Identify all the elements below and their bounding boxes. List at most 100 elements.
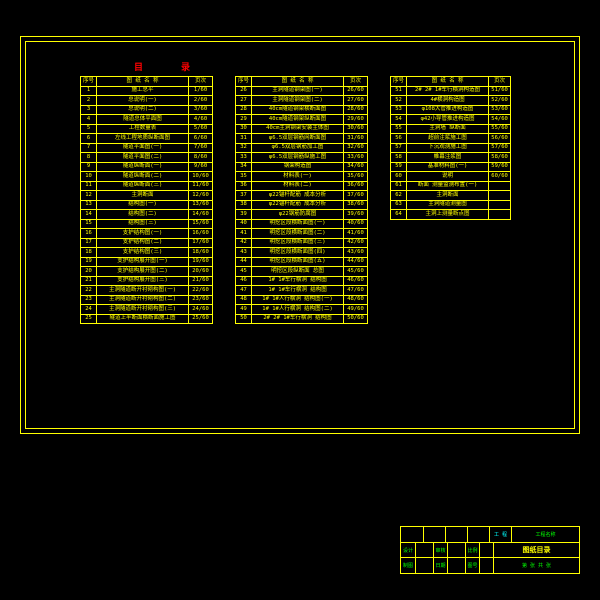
cell-name: 主洞隧道断开衬砌构图(三) [97,305,189,315]
table-row: 63主洞隧道测量图 [391,200,511,210]
cell-name: 总说明(一) [97,96,189,106]
titleblock-cell [401,527,423,542]
hdr-name: 图 纸 名 称 [97,77,189,87]
table-row: 461# 1#车行横洞 结构图46/60 [236,276,368,286]
cell-page: 20/60 [189,267,213,277]
titleblock-cell [479,558,493,573]
cell-page: 36/60 [344,181,368,191]
cell-name: 隧道平面图(二) [97,153,189,163]
cell-page: 33/60 [344,153,368,163]
titleblock-cell [479,543,493,558]
cell-idx: 23 [81,295,97,305]
cell-idx: 30 [236,124,252,134]
titleblock-cell [447,558,465,573]
cell-page [489,200,511,210]
table-row: 17支护结构图(二)17/60 [81,238,213,248]
cell-page: 39/60 [344,210,368,220]
cell-idx: 49 [236,305,252,315]
cell-page: 46/60 [344,276,368,286]
table-row: 38φ22锚杆配筋 成本分析38/60 [236,200,368,210]
cell-name: φ108大管推进构造图 [407,105,489,115]
cell-page: 18/60 [189,248,213,258]
cell-page: 37/60 [344,191,368,201]
cell-idx: 43 [236,248,252,258]
cell-name: φ22钢筋防腐图 [252,210,344,220]
table-row: 37φ22锚杆配筋 成本分析37/60 [236,191,368,201]
table-1: 序号 图 纸 名 称 页次 1施工总平1/602总说明(一)2/603总说明(二… [80,76,213,324]
table-row: 471# 1#车行横洞 结构图47/60 [236,286,368,296]
cell-page: 55/60 [489,124,511,134]
cell-name: 主洞隧道钢架图(一) [252,86,344,96]
cell-idx: 52 [391,96,407,106]
table-row: 60说明60/60 [391,172,511,182]
cell-name: φ22锚杆配筋 成本分析 [252,200,344,210]
cell-name: 说明 [407,172,489,182]
table-row: 27主洞隧道钢架图(二)27/60 [236,96,368,106]
cell-page: 9/60 [189,162,213,172]
table-row: 2840cm隧道钢架横断面图28/60 [236,105,368,115]
cell-page: 28/60 [344,105,368,115]
table-2: 序号 图 纸 名 称 页次 26主洞隧道钢架图(一)26/6027主洞隧道钢架图… [235,76,368,324]
title-right: 录 [181,60,190,73]
cell-name: 主洞断面 [97,191,189,201]
cell-name: 工程数量表 [97,124,189,134]
cell-page: 40/60 [344,219,368,229]
cell-page: 2/60 [189,96,213,106]
table-row: 6左线工程地质纵断面图6/60 [81,134,213,144]
cell-idx: 12 [81,191,97,201]
table-row: 44明挖区段横断面图(五)44/60 [236,257,368,267]
cell-name: 支护结构图(二) [97,238,189,248]
table-row: 62主洞断面 [391,191,511,201]
cell-idx: 24 [81,305,97,315]
table-row: 16支护结构图(一)16/60 [81,229,213,239]
cell-idx: 45 [236,267,252,277]
cell-idx: 29 [236,115,252,125]
titleblock-cell [415,543,433,558]
table-row: 61断面 测量监测布置(一) [391,181,511,191]
hdr-page: 页次 [189,77,213,87]
cell-name: 施工总平 [97,86,189,96]
cell-page: 6/60 [189,134,213,144]
cell-name: 2# 2# 1#车行横洞 结构图 [252,314,344,324]
cell-idx: 64 [391,210,407,220]
cell-idx: 10 [81,172,97,182]
table-row: 40明挖区段横断面图(一)40/60 [236,219,368,229]
cell-idx: 42 [236,238,252,248]
titleblock-row1: 工 程工程名称 [401,527,579,542]
table-row: 3总说明(二)3/60 [81,105,213,115]
cell-page: 35/60 [344,172,368,182]
titleblock-cell: 图号 [465,558,479,573]
cell-idx: 5 [81,124,97,134]
cell-idx: 55 [391,124,407,134]
cell-name: 明挖区段纵断面 总图 [252,267,344,277]
cell-name: 40cm隧道钢架纵断面图 [252,115,344,125]
cell-idx: 58 [391,153,407,163]
table-row: 34钢架构造图34/60 [236,162,368,172]
cell-name: 2# 2# 1#车行横洞构造图 [407,86,489,96]
cell-name: 隧道纵断面(三) [97,181,189,191]
cell-page: 59/60 [489,162,511,172]
cell-name: 总说明(二) [97,105,189,115]
cell-page: 24/60 [189,305,213,315]
table-row: 481# 1#人行横洞 结构图(一)48/60 [236,295,368,305]
cell-name: 40cm主洞钢架安装主体图 [252,124,344,134]
cell-name: 主洞墙 纵断面 [407,124,489,134]
cell-name: φ6.5双层钢筋网断面图 [252,134,344,144]
cell-page: 14/60 [189,210,213,220]
cell-idx: 34 [236,162,252,172]
cell-name: 1# 1#人行横洞 结构图(一) [252,295,344,305]
cell-name: 钢架构造图 [252,162,344,172]
cell-page: 10/60 [189,172,213,182]
cell-page: 4/60 [189,115,213,125]
cell-name: 隧道纵断面(一) [97,162,189,172]
titleblock-cell: 制图 [401,558,415,573]
cell-idx: 61 [391,181,407,191]
cell-page: 17/60 [189,238,213,248]
cell-page: 60/60 [489,172,511,182]
cell-idx: 54 [391,115,407,125]
cell-idx: 21 [81,276,97,286]
table-row: 14结构图(二)14/60 [81,210,213,220]
cell-page: 15/60 [189,219,213,229]
cell-page: 56/60 [489,134,511,144]
cell-page: 25/60 [189,314,213,324]
